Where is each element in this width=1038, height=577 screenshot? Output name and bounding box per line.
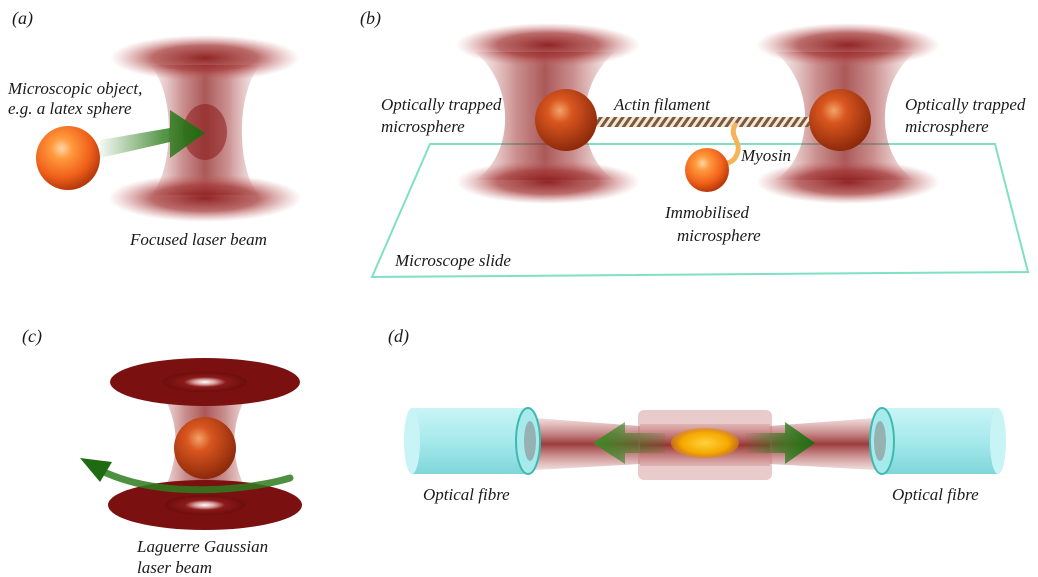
object-label-line2: e.g. a latex sphere [8, 99, 132, 118]
panel-b: (b) Optically trapped microsphere Actin … [360, 8, 1030, 279]
panel-a: (a) Microscopic object, e.g. a latex sph… [7, 8, 302, 249]
right-sphere-label-line1: Optically trapped [905, 95, 1026, 114]
immobilised-label-line1: Immobilised [664, 203, 750, 222]
immobilised-label-line2: microsphere [677, 226, 761, 245]
rotating-sphere [174, 417, 236, 479]
object-label-line1: Microscopic object, [7, 79, 142, 98]
panel-c: (c) Laguerre Gaussian laser beam [22, 326, 302, 577]
left-sphere-label-line1: Optically trapped [381, 95, 502, 114]
panel-d-tag: (d) [388, 326, 409, 347]
myosin-label: Myosin [740, 146, 791, 165]
slide-label: Microscope slide [394, 251, 511, 270]
immobilised-sphere [685, 148, 729, 192]
right-trapped-sphere [809, 89, 871, 151]
actin-filament-label: Actin filament [613, 95, 711, 114]
latex-sphere [36, 126, 100, 190]
lg-beam-label-line1: Laguerre Gaussian [136, 537, 268, 556]
panel-d: (d) Optical fibre Optical fibre [388, 326, 1006, 504]
left-optical-fibre [404, 407, 541, 475]
panel-c-tag: (c) [22, 326, 42, 347]
focused-laser-beam [108, 35, 302, 222]
panel-a-tag: (a) [12, 8, 33, 29]
right-sphere-label-line2: microsphere [905, 117, 989, 136]
laguerre-gaussian-beam [108, 358, 302, 530]
stretch-arrows [593, 422, 815, 464]
right-optical-fibre [869, 407, 1006, 475]
left-sphere-label-line2: microsphere [381, 117, 465, 136]
panel-b-tag: (b) [360, 8, 381, 29]
left-fibre-label: Optical fibre [423, 485, 510, 504]
lg-beam-label-line2: laser beam [137, 558, 212, 577]
right-fibre-label: Optical fibre [892, 485, 979, 504]
actin-filament [590, 117, 820, 127]
beam-label: Focused laser beam [129, 230, 267, 249]
rotation-arrow [80, 458, 294, 494]
stretched-cell [671, 428, 739, 458]
left-trapped-sphere [535, 89, 597, 151]
push-arrow [100, 110, 205, 158]
